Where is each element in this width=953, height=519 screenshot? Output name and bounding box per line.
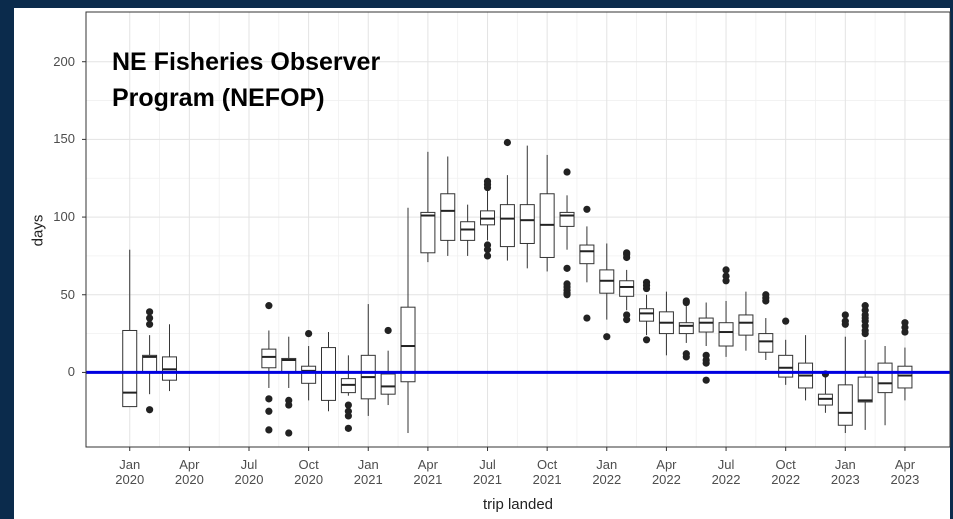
box [698,317,714,333]
x-tick-label: Jul 2020 [234,457,264,487]
outlier [146,314,154,322]
y-tick-label: 100 [53,209,75,225]
outlier [563,168,571,176]
outlier [901,328,909,336]
box [559,211,575,227]
x-tick-label: Apr 2023 [890,457,920,487]
box [519,204,535,244]
box [857,376,873,403]
outlier [623,316,631,324]
outlier [483,246,492,254]
plot-border [85,11,951,448]
outlier [384,326,392,335]
outlier [861,329,869,338]
y-tick-label: 150 [53,131,75,147]
outlier [265,395,273,403]
outlier [782,317,790,325]
box [301,365,317,384]
outlier [344,401,352,409]
chart-background [14,8,950,519]
outlier [642,284,651,293]
x-tick-label: Apr 2022 [651,457,681,487]
y-tick-label: 0 [67,364,75,380]
outlier [682,353,690,361]
outlier [682,298,690,307]
box [718,322,734,347]
box [460,221,476,241]
y-tick-label: 50 [60,286,75,302]
outlier [623,253,631,262]
box [579,244,595,265]
outlier [583,205,591,213]
outlier [285,401,293,409]
outlier [344,424,352,432]
box [321,347,337,401]
outlier [762,297,770,305]
x-tick-label: Jan 2022 [592,457,622,487]
x-tick-label: Apr 2021 [413,457,443,487]
box [877,362,893,394]
box [738,314,754,336]
box [639,308,655,322]
outlier [305,329,313,338]
outlier [483,252,492,260]
outlier [483,183,492,192]
outlier [265,407,273,415]
outlier [583,314,591,322]
x-tick-label: Oct 2020 [294,457,324,487]
outlier [344,412,352,420]
chart-annotation: NE Fisheries Observer Program (NEFOP) [112,48,381,112]
outlier [146,406,154,414]
box [619,280,635,297]
outlier [285,429,293,437]
box [380,373,396,395]
outlier [265,302,273,310]
box [678,322,694,335]
y-tick-label: 200 [53,53,75,69]
outlier [563,264,571,272]
x-tick-label: Oct 2022 [771,457,801,487]
box [897,365,913,389]
box [499,204,515,248]
box [142,354,158,373]
x-tick-label: Jan 2021 [353,457,383,487]
outlier [146,308,154,316]
outlier [265,426,273,434]
box [261,348,277,369]
outlier [146,320,154,328]
outlier [563,291,571,299]
outlier [722,266,730,274]
box [440,193,456,241]
outlier [722,277,730,285]
x-tick-label: Jan 2020 [115,457,145,487]
x-tick-label: Oct 2021 [532,457,562,487]
x-tick-label: Jul 2022 [711,457,741,487]
outlier [702,376,710,384]
outlier [642,336,651,344]
box [400,306,416,383]
outlier [503,138,511,147]
box [758,333,774,353]
x-tick-label: Jan 2023 [830,457,860,487]
outlier [841,320,849,328]
outlier [841,311,849,319]
box [420,211,436,254]
x-axis-label: trip landed [482,496,554,513]
outlier [702,359,710,367]
x-tick-label: Jul 2021 [473,457,502,487]
box [122,329,138,408]
x-tick-label: Apr 2020 [174,457,204,487]
outlier [603,333,611,341]
box [837,384,853,426]
